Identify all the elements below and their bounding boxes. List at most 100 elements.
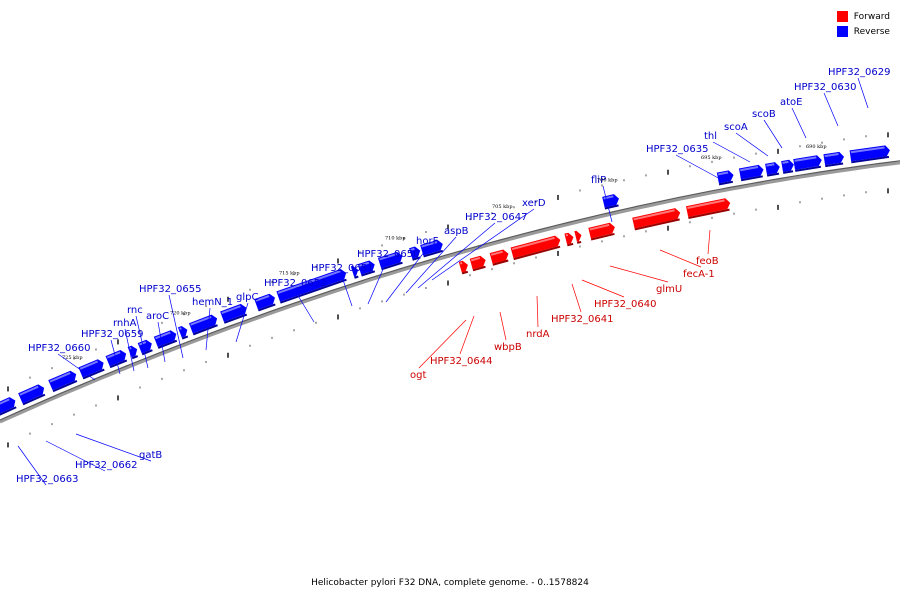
reverse-gene-leader — [735, 132, 769, 157]
reverse-gene-leader — [340, 273, 353, 307]
reverse-gene-leader — [763, 119, 783, 149]
forward-gene — [564, 232, 574, 247]
reverse-gene — [716, 170, 734, 186]
legend-reverse-label: Reverse — [853, 26, 890, 37]
reverse-gene — [153, 330, 178, 349]
reverse-gene — [781, 159, 794, 174]
forward-gene-label: feoB — [696, 256, 719, 267]
reverse-gene — [0, 397, 17, 417]
forward-gene-leader — [581, 279, 625, 298]
reverse-gene-label: scoB — [752, 109, 776, 120]
reverse-gene-label: glpC — [236, 292, 258, 303]
reverse-gene-leader — [75, 433, 152, 462]
forward-gene-leader — [707, 229, 711, 255]
forward-gene-leader — [536, 295, 539, 328]
scale-label: 705 kbp — [492, 204, 513, 210]
reverse-gene-leader — [385, 246, 429, 303]
reverse-gene-leader — [712, 141, 751, 163]
reverse-gene-label: atoE — [780, 97, 803, 108]
reverse-gene-label: horF — [416, 236, 439, 247]
reverse-gene-label: HPF32_0647 — [465, 212, 527, 223]
reverse-gene-leader — [857, 77, 869, 109]
reverse-gene — [849, 145, 890, 164]
reverse-gene-leader — [205, 307, 211, 351]
forward-gene-label: HPF32_0644 — [430, 356, 492, 367]
reverse-gene-leader — [293, 288, 315, 323]
reverse-gene-label: HPF32_0629 — [828, 67, 890, 78]
forward-gene-label: ogt — [410, 370, 426, 381]
scale-label: 695 kbp — [701, 155, 722, 161]
reverse-gene-label: aspB — [444, 226, 469, 237]
reverse-gene-label: rnhA — [113, 318, 137, 329]
reverse-gene — [738, 164, 764, 182]
reverse-gene-label: HPF32_0651 — [311, 263, 373, 274]
reverse-gene-leader — [417, 222, 496, 289]
reverse-gene-label: HPF32_0630 — [794, 82, 856, 93]
reverse-swatch — [836, 26, 848, 37]
reverse-gene — [188, 314, 218, 336]
forward-gene-label: nrdA — [526, 329, 550, 340]
gene-features — [0, 145, 890, 417]
reverse-gene-leader — [235, 302, 249, 343]
forward-gene-leader — [659, 249, 702, 268]
reverse-gene — [254, 293, 276, 312]
reverse-gene — [18, 384, 46, 406]
genome-caption: Helicobacter pylori F32 DNA, complete ge… — [311, 578, 589, 588]
gene-labels: HPF32_0629 HPF32_0630 atoE scoB scoA thl HPF32… — [16, 67, 890, 485]
scale-labels: 690 kbp 695 kbp 700 kbp 705 kbp 710 kbp 715 k… — [62, 144, 827, 361]
legend-forward: Forward — [836, 9, 890, 24]
reverse-gene-label: aroC — [146, 311, 169, 322]
reverse-gene-label: HPF32_0659 — [81, 329, 143, 340]
reverse-gene — [177, 325, 189, 340]
reverse-gene-label: HPF32_0635 — [646, 144, 708, 155]
forward-gene-label: wbpB — [494, 342, 522, 353]
forward-gene — [458, 260, 469, 275]
reverse-gene — [420, 239, 444, 258]
scale-label: 690 kbp — [806, 144, 827, 150]
reverse-gene — [350, 265, 359, 279]
scale-label: 725 kbp — [62, 355, 83, 361]
reverse-gene-leader — [405, 236, 457, 294]
forward-gene-label: HPF32_0640 — [594, 299, 656, 310]
reverse-gene-label: fliP — [591, 175, 606, 186]
reverse-gene-label: thl — [704, 131, 717, 142]
genome-backbone — [0, 160, 900, 424]
legend: Forward Reverse — [836, 9, 890, 39]
forward-gene — [632, 208, 681, 231]
reverse-gene-leader — [367, 259, 388, 305]
forward-gene — [574, 230, 582, 244]
reverse-gene-label: HPF32_0655 — [139, 284, 201, 295]
reverse-gene-leader — [823, 92, 839, 127]
reverse-gene-label: HPF32_0650 — [357, 249, 419, 260]
reverse-gene — [602, 194, 619, 210]
reverse-gene-leader — [135, 315, 149, 369]
forward-gene-leader — [418, 319, 467, 369]
reverse-gene — [823, 151, 845, 168]
reverse-gene-leader — [675, 154, 723, 181]
reverse-gene-leader — [157, 321, 166, 363]
forward-gene-label: HPF32_0641 — [551, 314, 613, 325]
scale-label: 700 kbp — [597, 178, 618, 184]
reverse-gene — [765, 162, 780, 177]
reverse-gene — [409, 246, 421, 261]
reverse-gene — [276, 268, 347, 304]
reverse-gene-leader — [431, 208, 535, 281]
reverse-gene-leader — [17, 445, 47, 486]
forward-gene-label: fecA-1 — [683, 269, 715, 280]
forward-gene-leader — [499, 311, 507, 341]
reverse-gene — [357, 260, 376, 277]
reverse-gene-label: HPF32_0660 — [28, 343, 90, 354]
forward-swatch — [836, 11, 848, 22]
legend-reverse: Reverse — [836, 24, 890, 39]
reverse-gene-leader — [57, 353, 96, 381]
reverse-gene-label: HPF32_0662 — [75, 460, 137, 471]
reverse-gene — [793, 155, 822, 172]
reverse-gene-label: rnc — [127, 305, 143, 316]
scale-label: 710 kbp — [385, 235, 406, 241]
scale-label: 720 kbp — [170, 311, 191, 317]
legend-forward-label: Forward — [853, 11, 890, 22]
reverse-gene-label: HPF32_0652 — [264, 278, 326, 289]
forward-gene — [469, 255, 486, 272]
reverse-gene-leader — [45, 440, 106, 472]
